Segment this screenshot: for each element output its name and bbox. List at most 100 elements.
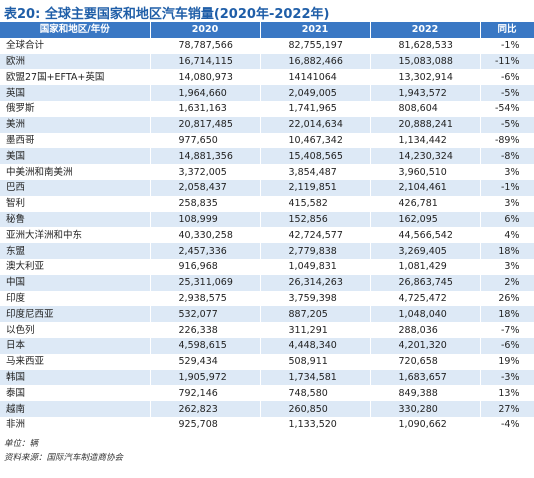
- region-cell: 秘鲁: [0, 211, 151, 228]
- table-row: 全球合计 78,787,566 82,755,197 81,628,533 -1%: [0, 37, 534, 54]
- value-cell: 720,658: [370, 353, 481, 370]
- value-cell: 26,314,263: [260, 274, 371, 291]
- value-cell: -5%: [480, 85, 534, 101]
- region-cell: 欧盟27国+EFTA+英国: [0, 69, 151, 86]
- value-cell: 108,999: [150, 211, 261, 228]
- value-cell: 1,943,572: [370, 85, 481, 101]
- table-row: 越南 262,823 260,850 330,280 27%: [0, 401, 534, 417]
- value-cell: 4,598,615: [150, 337, 261, 354]
- table-row: 澳大利亚 916,968 1,049,831 1,081,429 3%: [0, 258, 534, 275]
- region-cell: 美国: [0, 148, 151, 165]
- value-cell: -1%: [480, 37, 534, 54]
- region-cell: 马来西亚: [0, 353, 151, 370]
- table-row: 美洲 20,817,485 22,014,634 20,888,241 -5%: [0, 116, 534, 133]
- table-row: 英国 1,964,660 2,049,005 1,943,572 -5%: [0, 85, 534, 101]
- value-cell: 1,049,831: [260, 258, 371, 275]
- value-cell: 22,014,634: [260, 116, 371, 133]
- region-cell: 泰国: [0, 385, 151, 402]
- region-cell: 英国: [0, 85, 151, 101]
- value-cell: 1,081,429: [370, 258, 481, 275]
- table-row: 印度尼西亚 532,077 887,205 1,048,040 18%: [0, 306, 534, 323]
- header-row: 国家和地区/年份 2020 2021 2022 同比: [0, 22, 534, 38]
- value-cell: 4%: [480, 227, 534, 244]
- value-cell: 226,338: [150, 322, 261, 338]
- value-cell: 2,779,838: [260, 243, 371, 259]
- value-cell: 2,058,437: [150, 179, 261, 196]
- header-cell: 2021: [260, 22, 371, 38]
- table-row: 墨西哥 977,650 10,467,342 1,134,442 -89%: [0, 132, 534, 149]
- value-cell: -7%: [480, 322, 534, 338]
- header-cell: 2020: [150, 22, 261, 38]
- value-cell: -4%: [480, 416, 534, 433]
- region-cell: 欧洲: [0, 53, 151, 70]
- value-cell: 258,835: [150, 195, 261, 212]
- value-cell: 26,863,745: [370, 274, 481, 291]
- table-row: 智利 258,835 415,582 426,781 3%: [0, 195, 534, 212]
- table-row: 非洲 925,708 1,133,520 1,090,662 -4%: [0, 416, 534, 433]
- value-cell: 1,905,972: [150, 369, 261, 386]
- table-row: 中国 25,311,069 26,314,263 26,863,745 2%: [0, 274, 534, 291]
- region-cell: 中美洲和南美洲: [0, 164, 151, 180]
- value-cell: 1,134,442: [370, 132, 481, 149]
- value-cell: 529,434: [150, 353, 261, 370]
- value-cell: -8%: [480, 148, 534, 165]
- table-title: 表20: 全球主要国家和地区汽车销量(2020年-2022年): [4, 7, 330, 22]
- region-cell: 澳大利亚: [0, 258, 151, 275]
- table-row: 日本 4,598,615 4,448,340 4,201,320 -6%: [0, 337, 534, 354]
- region-cell: 美洲: [0, 116, 151, 133]
- value-cell: 25,311,069: [150, 274, 261, 291]
- value-cell: 3%: [480, 258, 534, 275]
- value-cell: 977,650: [150, 132, 261, 149]
- table-row: 欧盟27国+EFTA+英国 14,080,973 14141064 13,302,91…: [0, 69, 534, 86]
- region-cell: 越南: [0, 401, 151, 417]
- region-cell: 智利: [0, 195, 151, 212]
- value-cell: -11%: [480, 53, 534, 70]
- value-cell: 2,119,851: [260, 179, 371, 196]
- value-cell: 42,724,577: [260, 227, 371, 244]
- value-cell: -89%: [480, 132, 534, 149]
- value-cell: 2,938,575: [150, 290, 261, 307]
- value-cell: 3,372,005: [150, 164, 261, 180]
- value-cell: 15,408,565: [260, 148, 371, 165]
- region-cell: 俄罗斯: [0, 100, 151, 117]
- region-cell: 亚洲大洋洲和中东: [0, 227, 151, 244]
- value-cell: 4,448,340: [260, 337, 371, 354]
- value-cell: 27%: [480, 401, 534, 417]
- value-cell: 4,201,320: [370, 337, 481, 354]
- value-cell: 78,787,566: [150, 37, 261, 54]
- value-cell: 44,566,542: [370, 227, 481, 244]
- region-cell: 东盟: [0, 243, 151, 259]
- table-row: 巴西 2,058,437 2,119,851 2,104,461 -1%: [0, 179, 534, 196]
- region-cell: 日本: [0, 337, 151, 354]
- table-row: 秘鲁 108,999 152,856 162,095 6%: [0, 211, 534, 228]
- value-cell: 330,280: [370, 401, 481, 417]
- region-cell: 非洲: [0, 416, 151, 433]
- header-cell: 2022: [370, 22, 481, 38]
- region-cell: 中国: [0, 274, 151, 291]
- value-cell: 808,604: [370, 100, 481, 117]
- value-cell: 19%: [480, 353, 534, 370]
- region-cell: 全球合计: [0, 37, 151, 54]
- value-cell: 532,077: [150, 306, 261, 323]
- value-cell: 3,269,405: [370, 243, 481, 259]
- value-cell: 792,146: [150, 385, 261, 402]
- value-cell: 262,823: [150, 401, 261, 417]
- value-cell: 6%: [480, 211, 534, 228]
- value-cell: 1,683,657: [370, 369, 481, 386]
- value-cell: -1%: [480, 179, 534, 196]
- value-cell: 10,467,342: [260, 132, 371, 149]
- value-cell: 15,083,088: [370, 53, 481, 70]
- value-cell: 3,854,487: [260, 164, 371, 180]
- value-cell: 2,457,336: [150, 243, 261, 259]
- table-row: 东盟 2,457,336 2,779,838 3,269,405 18%: [0, 243, 534, 259]
- region-cell: 巴西: [0, 179, 151, 196]
- value-cell: 288,036: [370, 322, 481, 338]
- region-cell: 以色列: [0, 322, 151, 338]
- table-row: 中美洲和南美洲 3,372,005 3,854,487 3,960,510 3%: [0, 164, 534, 180]
- value-cell: 14,230,324: [370, 148, 481, 165]
- value-cell: 1,090,662: [370, 416, 481, 433]
- value-cell: 20,888,241: [370, 116, 481, 133]
- value-cell: 2%: [480, 274, 534, 291]
- value-cell: 16,714,115: [150, 53, 261, 70]
